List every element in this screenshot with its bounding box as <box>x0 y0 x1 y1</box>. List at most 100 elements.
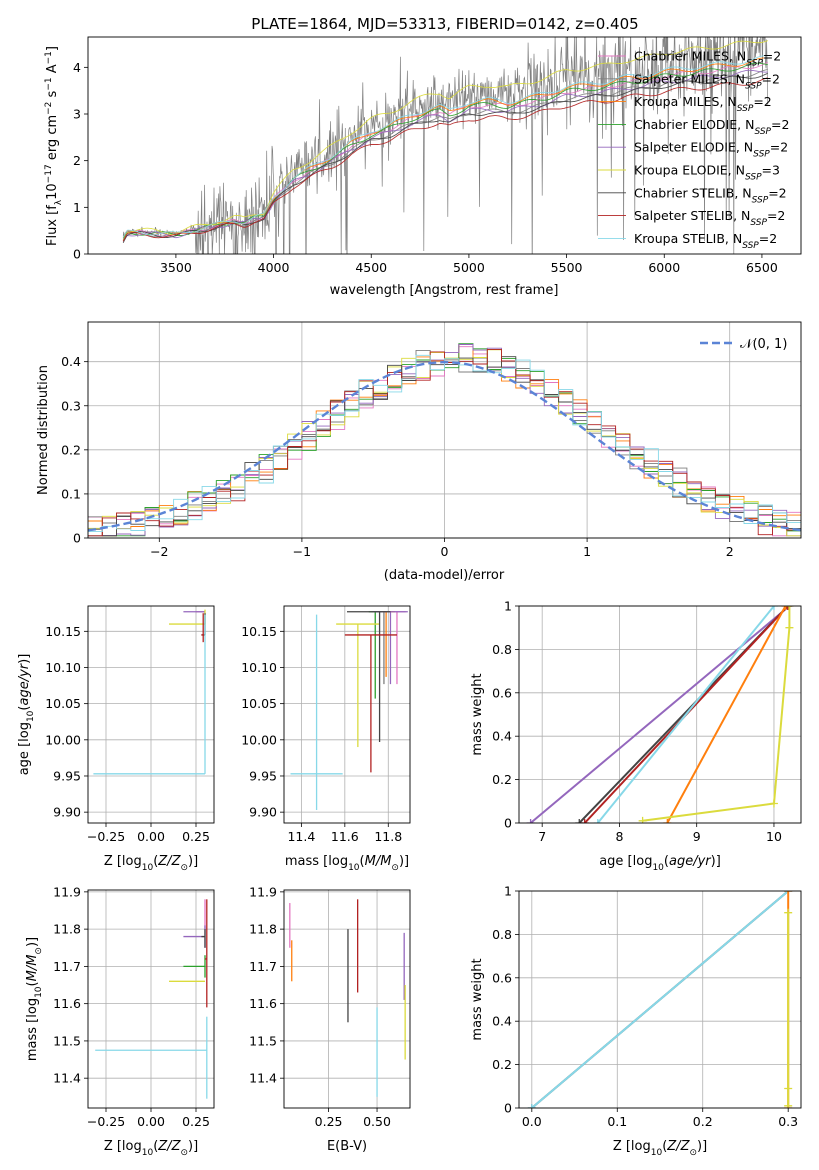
y-tick-label: 9.90 <box>53 805 81 820</box>
mass-weight-marker <box>769 799 778 808</box>
axes-frame <box>87 321 802 539</box>
legend-label: Chabrier MILES, NSSP=2 <box>634 49 781 69</box>
x-tick-label: 10 <box>766 829 782 844</box>
y-tick-label: 10.10 <box>241 660 277 675</box>
x-tick-label: 11.4 <box>287 829 315 844</box>
x-tick-label: 0.00 <box>137 829 165 844</box>
legend-label: Kroupa STELIB, NSSP=2 <box>634 231 777 251</box>
model-fit-line <box>122 40 768 241</box>
mass-weight-marker <box>781 606 790 610</box>
x-tick-label: 6500 <box>746 260 778 275</box>
x-tick-label: 0.25 <box>182 1114 210 1129</box>
y-tick-label: 1 <box>504 884 512 899</box>
x-tick-label: 0.3 <box>778 1114 798 1129</box>
mass-weight-line <box>666 606 787 823</box>
y-tick-label: 0.6 <box>492 685 512 700</box>
mass-weight-marker <box>785 623 794 632</box>
y-tick-label: 10.10 <box>45 660 81 675</box>
model-fit-line <box>122 55 768 238</box>
residuals-panel: −2 −1 0 1 2 0 0.1 0.2 0.3 0.4 (data-model)/error No… <box>36 321 802 583</box>
x-tick-label: 0.25 <box>182 829 210 844</box>
x-tick-label: 0 <box>441 544 449 559</box>
axes-frame <box>87 605 215 824</box>
y-tick-label: 11.8 <box>249 922 277 937</box>
mass-vs-ebv-panel: 0.25 0.50 11.4 11.5 11.6 11.7 11.8 11.9 E(B-V) <box>249 884 411 1154</box>
x-tick-label: 5000 <box>453 260 485 275</box>
legend-label: 𝒩(0, 1) <box>740 337 787 352</box>
mass-weight-marker <box>784 1084 793 1093</box>
age-vs-mass-panel: 11.4 11.6 11.8 9.90 9.95 10.00 10.05 10.10 10.15… <box>241 605 411 873</box>
legend-label: Salpeter MILES, NSSP=2 <box>634 71 780 91</box>
y-tick-label: 11.4 <box>53 1071 81 1086</box>
y-tick-label: 11.8 <box>53 922 81 937</box>
y-tick-label: 10.00 <box>241 732 277 747</box>
legend-label: Chabrier ELODIE, NSSP=2 <box>634 117 789 137</box>
axes-frame <box>87 36 802 255</box>
age-vs-metallicity-panel: −0.25 0.00 0.25 9.90 9.95 10.00 10.05 10.10 10.1… <box>17 605 215 873</box>
x-tick-label: −0.25 <box>87 829 125 844</box>
model-fit-line <box>122 61 768 242</box>
plot-area <box>95 899 208 1099</box>
y-tick-label: 11.9 <box>249 884 277 899</box>
x-axis-label: age [log10(age/yr)] <box>599 854 721 873</box>
x-axis-label: E(B-V) <box>327 1139 367 1154</box>
x-tick-label: 5500 <box>551 260 583 275</box>
mass-weight-marker <box>784 908 793 917</box>
y-tick-label: 10.05 <box>241 696 277 711</box>
mass-weight-marker <box>784 1101 793 1108</box>
mass-weight-vs-metallicity-panel: 0.0 0.1 0.2 0.3 0 0.2 0.4 0.6 0.8 1 Z [log10(Z/Z⊙)… <box>470 884 802 1158</box>
y-tick-label: 11.7 <box>249 959 277 974</box>
plot-area <box>289 899 406 1097</box>
y-tick-label: 0.2 <box>61 442 81 457</box>
y-tick-label: 4 <box>73 60 81 75</box>
y-tick-label: 0 <box>73 247 81 262</box>
y-tick-label: 9.95 <box>53 768 81 783</box>
x-tick-label: 8 <box>615 829 623 844</box>
mass-weight-marker <box>638 816 647 823</box>
legend-label: Salpeter STELIB, NSSP=2 <box>634 208 785 228</box>
plot-area <box>93 609 206 775</box>
y-tick-label: 0.4 <box>492 729 512 744</box>
mass-weight-vs-age-panel: 7 8 9 10 0 0.2 0.4 0.6 0.8 1 age [log10(age/yr)] ma… <box>470 599 802 873</box>
mass-weight-marker <box>526 819 535 823</box>
y-tick-label: 11.7 <box>53 959 81 974</box>
legend-label: Kroupa ELODIE, NSSP=3 <box>634 163 780 183</box>
mass-weight-line <box>597 606 775 823</box>
axes-frame <box>518 890 802 1109</box>
y-tick-label: 9.90 <box>249 805 277 820</box>
mass-weight-marker <box>769 606 778 610</box>
y-axis-label: Normed distribution <box>36 365 51 495</box>
y-tick-label: 11.6 <box>53 996 81 1011</box>
y-axis-label: Flux [fλ10−17 erg cm−2 s−1 A−1] <box>44 46 64 246</box>
x-tick-label: 4500 <box>355 260 387 275</box>
x-axis-label: wavelength [Angstrom, rest frame] <box>330 283 559 298</box>
y-tick-label: 0.8 <box>492 642 512 657</box>
x-tick-label: 7 <box>538 829 546 844</box>
x-tick-label: 2 <box>726 544 734 559</box>
y-axis-label: mass [log10(M/M⊙)] <box>25 937 44 1061</box>
spectrum-panel: 3500 4000 4500 5000 5500 6000 6500 0 1 2 3 4 wavelen… <box>44 36 802 298</box>
y-axis-label: age [log10(age/yr)] <box>17 654 36 776</box>
x-axis-label: Z [log10(Z/Z⊙)] <box>104 854 198 873</box>
x-tick-label: 0.25 <box>315 1114 343 1129</box>
x-tick-label: 0.50 <box>363 1114 391 1129</box>
legend-label: Chabrier STELIB, NSSP=2 <box>634 185 787 205</box>
axes-frame <box>518 605 802 824</box>
x-axis-label: Z [log10(Z/Z⊙)] <box>104 1139 198 1158</box>
mass-vs-metallicity-panel: −0.25 0.00 0.25 11.4 11.5 11.6 11.7 11.8 11.9 Z [… <box>25 884 215 1158</box>
y-tick-label: 0 <box>504 816 512 831</box>
y-axis-label: mass weight <box>470 673 485 755</box>
mass-weight-marker <box>785 606 794 610</box>
x-tick-label: −0.25 <box>87 1114 125 1129</box>
x-tick-label: 0.0 <box>522 1114 542 1129</box>
y-tick-label: 11.6 <box>249 996 277 1011</box>
y-tick-label: 0.2 <box>492 772 512 787</box>
y-tick-label: 10.00 <box>45 732 81 747</box>
y-tick-label: 10.15 <box>241 624 277 639</box>
y-tick-label: 3 <box>73 107 81 122</box>
residual-histogram <box>88 348 801 537</box>
mass-weight-marker <box>593 819 602 823</box>
y-tick-label: 0.6 <box>492 970 512 985</box>
plot-area <box>526 606 794 823</box>
y-tick-label: 0.4 <box>492 1014 512 1029</box>
